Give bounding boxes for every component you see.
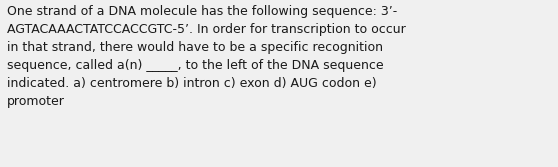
Text: One strand of a DNA molecule has the following sequence: 3’-
AGTACAAACTATCCACCGT: One strand of a DNA molecule has the fol… (7, 5, 406, 108)
